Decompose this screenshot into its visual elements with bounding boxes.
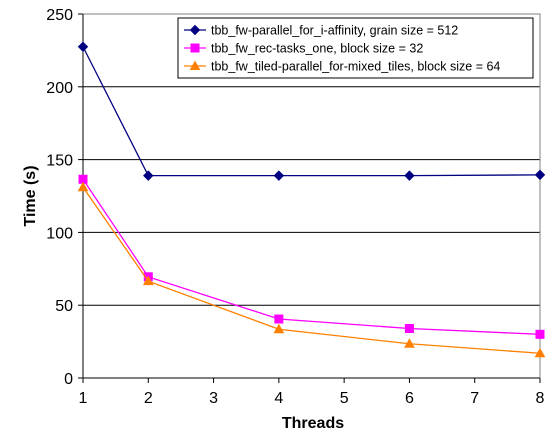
series-line: [82, 186, 541, 354]
data-point: [535, 329, 545, 339]
y-tick-label: 100: [46, 225, 73, 242]
axes: [78, 13, 541, 383]
series-3: [77, 181, 546, 358]
data-point: [534, 347, 546, 358]
legend-label: tbb_fw_tiled-parallel_for-mixed_tiles, b…: [211, 60, 500, 74]
legend-label: tbb_fw-parallel_for_i-affinity, grain si…: [211, 24, 458, 38]
x-tick-label: 6: [405, 390, 414, 407]
x-tick-label: 7: [470, 390, 479, 407]
data-point: [143, 170, 154, 181]
y-axis-title: Time (s): [22, 165, 39, 226]
legend-item: tbb_fw-parallel_for_i-affinity, grain si…: [184, 24, 458, 38]
x-axis-title: Threads: [282, 415, 344, 432]
data-point: [273, 170, 285, 181]
data-point: [534, 169, 546, 181]
y-tick-label: 250: [46, 7, 73, 24]
x-tick-label: 1: [79, 390, 88, 407]
x-tick-label: 8: [536, 390, 545, 407]
data-point: [273, 323, 285, 334]
legend: tbb_fw-parallel_for_i-affinity, grain si…: [177, 17, 534, 79]
legend-box: [177, 17, 534, 79]
y-tick-label: 0: [64, 371, 73, 388]
data-point: [142, 275, 154, 286]
x-tick-label: 2: [144, 390, 153, 407]
data-point: [274, 314, 284, 324]
x-tick-label: 3: [209, 390, 218, 407]
x-tick-label: 4: [274, 390, 283, 407]
y-tick-label: 50: [55, 298, 73, 315]
series-1: [77, 41, 546, 181]
tick-labels: 0 50 100 150 200 250 1 2 3 4 5 6 7 8: [46, 7, 544, 407]
data-point: [77, 41, 89, 52]
data-point: [404, 338, 415, 348]
legend-marker: [190, 43, 200, 53]
legend-label: tbb_fw_rec-tasks_one, block size = 32: [211, 42, 423, 56]
legend-marker: [189, 60, 201, 70]
series-line: [82, 178, 541, 335]
series-2: [78, 174, 545, 339]
series-layer: [77, 41, 546, 358]
legend-marker: [189, 24, 201, 36]
legend-item: tbb_fw_rec-tasks_one, block size = 32: [184, 42, 423, 56]
data-point: [404, 170, 415, 181]
data-point: [404, 323, 414, 333]
y-tick-label: 200: [46, 80, 73, 97]
legend-item: tbb_fw_tiled-parallel_for-mixed_tiles, b…: [184, 60, 500, 74]
y-tick-label: 150: [46, 153, 73, 170]
data-point: [77, 181, 89, 192]
x-tick-label: 5: [340, 390, 349, 407]
